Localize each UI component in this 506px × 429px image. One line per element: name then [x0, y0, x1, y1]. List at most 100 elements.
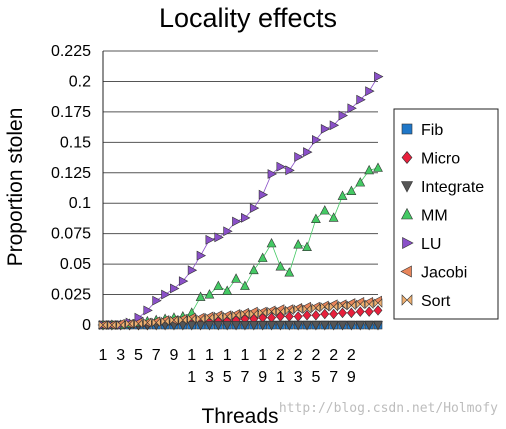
data-point-micro — [293, 311, 303, 322]
data-point-sort — [329, 302, 338, 312]
data-point-lu — [223, 226, 233, 237]
legend-marker-sort — [401, 294, 413, 306]
y-tick-label: 0.075 — [51, 226, 91, 243]
data-point-integrate — [275, 321, 286, 331]
data-point-micro — [373, 305, 383, 316]
x-tick-label: 1 — [258, 347, 267, 364]
data-point-lu — [303, 147, 313, 157]
data-point-sort — [249, 309, 259, 319]
data-point-micro — [329, 308, 339, 320]
data-point-integrate — [213, 321, 224, 331]
y-tick-label: 0 — [82, 317, 91, 334]
data-point-integrate — [240, 321, 250, 331]
data-point-lu — [170, 283, 180, 294]
data-point-sort — [134, 319, 143, 329]
data-point-mm — [319, 205, 330, 215]
data-point-mm — [302, 241, 312, 251]
y-tick-label: 0.225 — [51, 43, 91, 60]
legend-label-integrate: Integrate — [421, 179, 484, 196]
data-point-sort — [258, 308, 267, 318]
data-point-integrate — [373, 321, 383, 331]
data-point-lu — [320, 124, 331, 134]
data-point-mm — [195, 291, 206, 301]
x-tick-label: 3 — [205, 369, 214, 386]
data-point-lu — [161, 289, 171, 300]
data-point-mm — [355, 177, 366, 187]
y-axis-label: Proportion stolen — [4, 108, 27, 267]
y-tick-label: 0.025 — [51, 287, 91, 304]
data-point-integrate — [204, 321, 215, 331]
data-point-sort — [196, 314, 205, 324]
legend-marker-fib — [401, 123, 413, 135]
data-point-sort — [143, 317, 152, 328]
data-point-sort — [231, 310, 241, 320]
data-point-sort — [222, 311, 232, 322]
data-point-sort — [125, 319, 134, 329]
data-point-integrate — [293, 321, 304, 331]
x-tick-label: 5 — [223, 369, 232, 386]
legend-label-jacobi: Jacobi — [421, 265, 467, 282]
data-point-sort — [107, 320, 117, 330]
data-point-lu — [152, 295, 162, 306]
x-tick-label: 9 — [258, 369, 267, 386]
data-point-lu — [232, 216, 242, 227]
legend-label-lu: LU — [421, 236, 441, 253]
data-point-sort — [347, 300, 356, 311]
data-point-integrate — [311, 321, 321, 331]
data-point-sort — [205, 312, 214, 323]
data-point-micro — [364, 306, 374, 317]
data-point-sort — [169, 315, 179, 325]
x-tick-label: 7 — [329, 369, 338, 386]
data-point-lu — [329, 120, 340, 131]
x-tick-label: 2 — [294, 347, 303, 364]
x-tick-label: 9 — [347, 369, 356, 386]
x-axis-label: Threads — [201, 405, 278, 428]
series-markers — [97, 71, 384, 331]
data-point-lu — [276, 161, 286, 172]
data-point-integrate — [319, 321, 330, 331]
data-point-lu — [241, 212, 251, 223]
x-tick-label: 5 — [311, 369, 320, 386]
data-point-lu — [178, 276, 189, 287]
x-tick-label: 9 — [170, 347, 179, 364]
data-point-integrate — [248, 321, 259, 331]
data-point-integrate — [222, 321, 233, 331]
data-point-lu — [187, 265, 198, 276]
data-point-mm — [213, 280, 224, 290]
x-tick-label: 3 — [116, 347, 125, 364]
series-line-lu — [103, 76, 379, 326]
watermark: http://blog.csdn.net/Holmofy — [279, 401, 498, 416]
data-point-sort — [276, 306, 285, 317]
data-point-sort — [160, 316, 170, 327]
data-point-integrate — [266, 321, 277, 331]
data-point-lu — [338, 110, 348, 121]
data-point-integrate — [257, 321, 268, 331]
data-point-integrate — [328, 321, 339, 331]
x-tick-label: 1 — [205, 347, 214, 364]
legend-marker-mm — [401, 207, 413, 220]
data-point-sort — [151, 317, 161, 328]
data-point-integrate — [337, 321, 348, 331]
x-tick-label: 7 — [240, 369, 249, 386]
data-point-sort — [187, 314, 197, 324]
data-point-sort — [320, 302, 330, 312]
x-tick-label: 5 — [134, 347, 143, 364]
data-point-mm — [275, 261, 286, 271]
data-point-lu — [285, 165, 295, 176]
data-point-mm — [257, 252, 268, 262]
data-point-lu — [312, 135, 322, 145]
data-point-integrate — [186, 321, 197, 331]
legend-marker-integrate — [401, 181, 413, 193]
data-point-micro — [338, 307, 347, 319]
data-point-sort — [240, 309, 250, 319]
x-tick-label: 1 — [240, 347, 249, 364]
x-tick-label: 3 — [294, 369, 303, 386]
data-point-micro — [320, 308, 330, 320]
data-point-mm — [284, 267, 295, 277]
data-point-sort — [267, 306, 276, 317]
data-point-mm — [266, 237, 277, 248]
data-point-mm — [231, 273, 241, 283]
x-tick-label: 1 — [223, 347, 232, 364]
data-point-integrate — [195, 321, 206, 331]
data-point-integrate — [355, 321, 366, 331]
